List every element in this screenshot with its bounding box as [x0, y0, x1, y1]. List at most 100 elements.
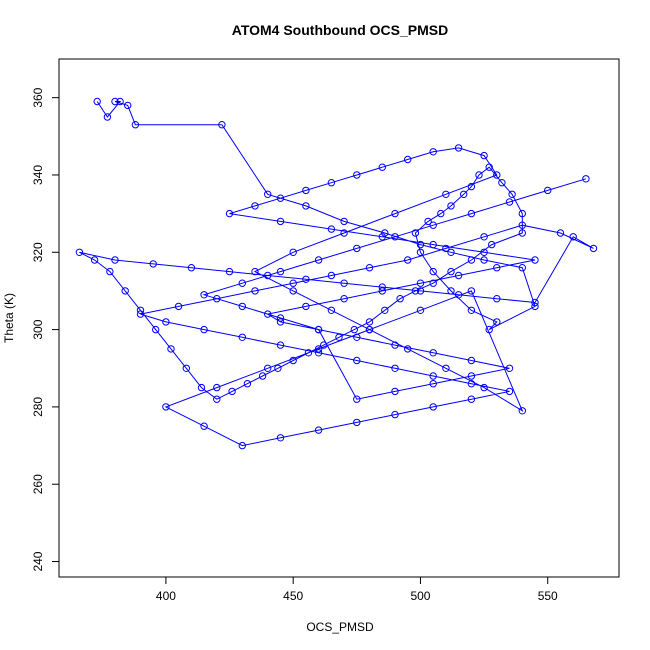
data-point [416, 279, 425, 287]
data-point [238, 333, 247, 341]
data-point [238, 302, 247, 311]
data-point [353, 333, 361, 341]
data-point [225, 209, 234, 218]
data-point [505, 364, 514, 372]
data-point [569, 233, 577, 241]
data-point [136, 306, 145, 314]
y-tick-label: 240 [31, 551, 45, 571]
data-point [264, 271, 272, 280]
data-point [493, 318, 501, 326]
data-point [276, 318, 285, 326]
data-point [187, 264, 196, 272]
data-point [475, 171, 483, 179]
data-point [238, 279, 247, 287]
data-point [480, 248, 488, 257]
data-point [353, 418, 361, 427]
data-point [276, 434, 285, 442]
chart-title: ATOM4 Southbound OCS_PMSD [232, 22, 448, 38]
data-point [340, 295, 348, 303]
data-point [152, 325, 160, 334]
data-point [416, 248, 425, 257]
data-point [353, 244, 361, 253]
data-point [416, 306, 425, 314]
data-point [276, 314, 285, 322]
data-point [264, 364, 272, 372]
data-point [485, 163, 493, 171]
data-point [353, 171, 361, 179]
data-point [276, 217, 285, 226]
data-point [162, 318, 170, 326]
data-point [582, 175, 590, 183]
data-point [116, 97, 124, 106]
data-point [225, 267, 234, 276]
data-point [467, 395, 476, 403]
data-point [340, 217, 348, 226]
data-point [327, 306, 336, 314]
data-point [391, 209, 399, 218]
data-point [447, 287, 455, 295]
data-point [493, 171, 501, 179]
data-point [429, 372, 437, 380]
data-point [531, 256, 539, 264]
data-point [314, 256, 323, 264]
data-point [353, 395, 361, 403]
data-point [531, 298, 539, 307]
x-tick-label: 500 [410, 589, 430, 603]
data-point [289, 356, 297, 365]
x-tick-label: 450 [283, 589, 303, 603]
data-point [174, 302, 183, 311]
data-point [378, 233, 386, 241]
data-point [411, 229, 420, 237]
data-point [518, 264, 526, 272]
data-point [396, 295, 404, 303]
data-point [480, 256, 488, 264]
data-point [314, 345, 323, 353]
data-point [467, 306, 476, 314]
data-point [429, 267, 437, 276]
data-point [200, 325, 208, 334]
data-point [136, 310, 145, 318]
y-tick-label: 300 [31, 319, 45, 339]
data-point [131, 121, 140, 129]
data-point [391, 364, 399, 372]
data-point [447, 202, 455, 210]
data-point [391, 233, 399, 241]
data-point [327, 179, 336, 187]
data-point [103, 113, 112, 121]
data-point [264, 190, 272, 199]
data-point [251, 267, 259, 276]
x-axis-label: OCS_PMSD [306, 620, 374, 634]
data-point [213, 295, 221, 303]
data-point [404, 256, 412, 264]
data-point [488, 240, 496, 249]
data-point [251, 287, 259, 295]
data-point [304, 349, 313, 357]
y-axis-label: Theta (K) [2, 293, 16, 343]
data-point [276, 194, 285, 202]
data-point [416, 240, 425, 249]
data-point [314, 325, 323, 334]
data-point [429, 240, 437, 249]
data-point [493, 264, 501, 272]
data-point [197, 383, 206, 392]
data-point [276, 341, 285, 349]
data-point [424, 217, 432, 226]
data-point [429, 279, 437, 287]
data-point [111, 256, 119, 264]
data-point [243, 380, 252, 388]
y-axis: 240 260 280 300 320 340 360 [31, 87, 60, 572]
data-point [460, 190, 468, 199]
data-point [454, 271, 463, 280]
data-point [314, 426, 323, 434]
x-tick-label: 550 [538, 589, 558, 603]
data-point [378, 283, 386, 291]
data-point [200, 422, 208, 430]
data-point [274, 364, 282, 372]
y-tick-label: 260 [31, 474, 45, 494]
data-point [90, 256, 99, 264]
data-point [314, 349, 323, 357]
x-axis: 400 450 500 550 [156, 576, 558, 603]
data-point [404, 155, 412, 164]
data-point [493, 295, 501, 303]
